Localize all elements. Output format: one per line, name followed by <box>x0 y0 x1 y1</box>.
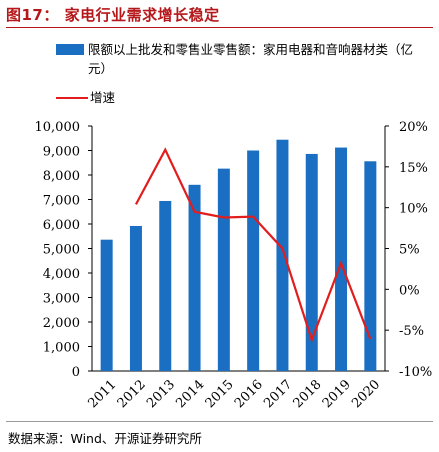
bar <box>129 225 142 371</box>
bar <box>364 161 377 371</box>
legend-item-line: 增速 <box>56 88 115 107</box>
x-tick-label: 2016 <box>232 377 266 411</box>
legend-swatch-bar <box>56 44 84 55</box>
x-tick-label: 2014 <box>173 377 207 411</box>
bar <box>159 200 172 371</box>
legend-label-line: 增速 <box>90 90 116 105</box>
chart-plot: 0 1,000 2,000 3,000 4,000 5,000 6,000 7,000 8,00… <box>35 120 433 411</box>
y-tick-label-left: 0 <box>72 365 80 380</box>
y-tick-label-right: 15% <box>399 161 428 176</box>
y-tick-label-left: 10,000 <box>35 120 81 135</box>
legend-item-bar: 限额以上批发和零售业零售额：家用电器和音响器材类（亿元） <box>56 40 428 78</box>
y-tick-label-left: 7,000 <box>43 194 80 209</box>
y-tick-label-right: 0% <box>399 283 420 298</box>
legend-swatch-line <box>56 97 88 99</box>
x-tick-label: 2011 <box>85 377 119 411</box>
y-tick-label-right: 10% <box>399 202 428 217</box>
bar <box>247 150 260 371</box>
y-tick-label-left: 4,000 <box>43 267 80 282</box>
x-tick-label: 2019 <box>320 377 354 411</box>
x-tick-label: 2017 <box>261 377 295 411</box>
y-tick-label-left: 5,000 <box>43 243 80 258</box>
y-tick-label-right: 20% <box>399 120 428 135</box>
title-divider <box>6 27 433 28</box>
x-tick-label: 2012 <box>115 377 149 411</box>
source-divider <box>6 421 433 422</box>
bar <box>305 153 318 371</box>
source-note: 数据来源：Wind、开源证券研究所 <box>8 431 202 446</box>
bar <box>100 239 113 371</box>
bar <box>217 168 230 371</box>
y-tick-label-left: 2,000 <box>43 316 80 331</box>
bar <box>335 147 348 371</box>
y-tick-label-right: 5% <box>399 243 420 258</box>
x-tick-label: 2020 <box>349 377 383 411</box>
y-tick-label-right: -10% <box>399 365 432 380</box>
y-tick-label-left: 1,000 <box>43 341 80 356</box>
bar <box>188 184 201 371</box>
y-tick-label-left: 3,000 <box>43 292 80 307</box>
y-tick-label-right: -5% <box>399 324 424 339</box>
x-tick-label: 2013 <box>144 377 178 411</box>
y-tick-label-left: 8,000 <box>43 169 80 184</box>
chart-title: 图17： 家电行业需求增长稳定 <box>6 6 220 24</box>
y-tick-label-left: 6,000 <box>43 218 80 233</box>
y-tick-label-left: 9,000 <box>43 145 80 160</box>
x-tick-label: 2015 <box>203 377 237 411</box>
legend-label-bar: 限额以上批发和零售业零售额：家用电器和音响器材类（亿元） <box>88 42 414 76</box>
x-tick-label: 2018 <box>291 377 325 411</box>
bar <box>276 139 289 371</box>
